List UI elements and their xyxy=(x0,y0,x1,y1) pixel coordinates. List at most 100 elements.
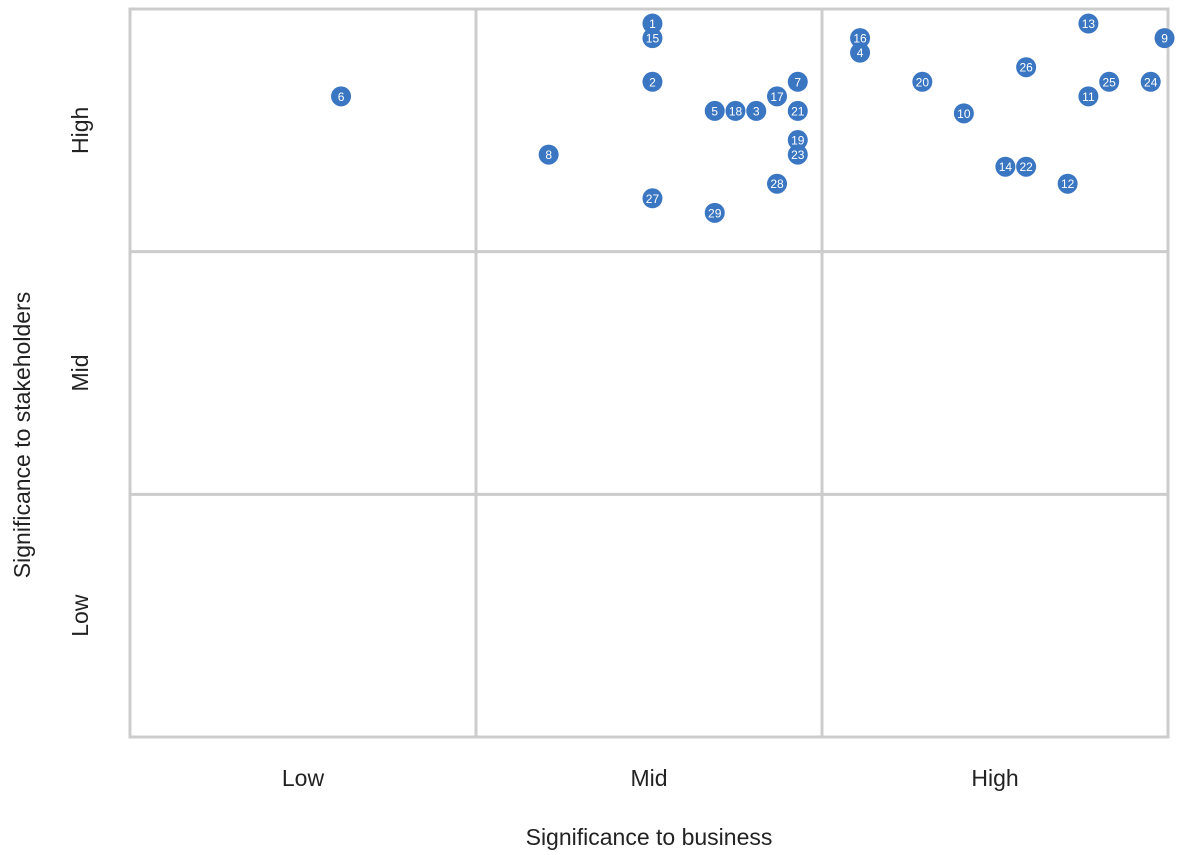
point-marker xyxy=(767,86,788,107)
point-marker xyxy=(642,188,663,209)
y-tick-label: High xyxy=(67,107,93,154)
point-label: 4 xyxy=(857,46,864,60)
data-point: 19 xyxy=(787,130,808,151)
point-label: 10 xyxy=(957,107,971,121)
point-label: 25 xyxy=(1103,75,1117,89)
point-marker xyxy=(642,13,663,34)
plot-frame xyxy=(128,7,1170,739)
point-label: 5 xyxy=(711,104,718,118)
point-marker xyxy=(704,100,725,121)
point-marker xyxy=(331,86,352,107)
point-marker xyxy=(995,156,1016,177)
x-tick-label: High xyxy=(971,765,1018,791)
point-marker xyxy=(1016,156,1037,177)
data-point: 10 xyxy=(953,103,974,124)
data-point: 23 xyxy=(787,144,808,165)
point-label: 14 xyxy=(999,160,1013,174)
point-marker xyxy=(787,144,808,165)
point-marker xyxy=(1099,71,1120,92)
point-marker xyxy=(538,144,559,165)
y-tick-label: Mid xyxy=(67,354,93,391)
data-point: 1 xyxy=(642,13,663,34)
point-label: 11 xyxy=(1082,90,1095,104)
data-point: 9 xyxy=(1154,28,1175,49)
point-marker xyxy=(1140,71,1161,92)
point-label: 24 xyxy=(1144,75,1158,89)
data-point: 27 xyxy=(642,188,663,209)
point-label: 22 xyxy=(1019,160,1033,174)
data-point: 22 xyxy=(1016,156,1037,177)
point-marker xyxy=(642,71,663,92)
point-marker xyxy=(850,42,871,63)
point-label: 19 xyxy=(791,134,805,148)
point-marker xyxy=(1016,57,1037,78)
y-tick-label: Low xyxy=(67,594,93,637)
point-label: 2 xyxy=(649,75,656,89)
y-axis-label: Significance to stakeholders xyxy=(9,292,35,578)
point-label: 13 xyxy=(1082,17,1096,31)
point-marker xyxy=(912,71,933,92)
point-marker xyxy=(642,28,663,49)
data-point: 29 xyxy=(704,202,725,223)
point-label: 27 xyxy=(646,192,660,206)
data-point: 21 xyxy=(787,100,808,121)
point-marker xyxy=(746,100,767,121)
point-label: 26 xyxy=(1019,61,1033,75)
data-point: 6 xyxy=(331,86,352,107)
point-label: 20 xyxy=(916,75,930,89)
data-point: 11 xyxy=(1078,86,1099,107)
point-marker xyxy=(787,130,808,151)
data-point: 15 xyxy=(642,28,663,49)
x-tick-label: Mid xyxy=(630,765,667,791)
x-axis-label: Significance to business xyxy=(526,824,773,850)
point-marker xyxy=(787,100,808,121)
data-point: 17 xyxy=(767,86,788,107)
data-point: 28 xyxy=(767,173,788,194)
data-point: 12 xyxy=(1057,173,1078,194)
data-point: 8 xyxy=(538,144,559,165)
point-marker xyxy=(1078,13,1099,34)
point-label: 9 xyxy=(1161,32,1168,46)
point-label: 3 xyxy=(753,104,760,118)
data-point: 5 xyxy=(704,100,725,121)
point-label: 15 xyxy=(646,32,660,46)
x-tick-label: Low xyxy=(282,765,325,791)
data-point: 24 xyxy=(1140,71,1161,92)
data-point: 20 xyxy=(912,71,933,92)
point-marker xyxy=(725,100,746,121)
point-label: 7 xyxy=(794,75,801,89)
point-label: 6 xyxy=(338,90,345,104)
data-point: 2 xyxy=(642,71,663,92)
point-label: 18 xyxy=(729,104,743,118)
data-point: 13 xyxy=(1078,13,1099,34)
data-point: 26 xyxy=(1016,57,1037,78)
point-label: 12 xyxy=(1061,177,1075,191)
data-point: 7 xyxy=(787,71,808,92)
data-point: 18 xyxy=(725,100,746,121)
point-marker xyxy=(767,173,788,194)
point-label: 8 xyxy=(545,148,552,162)
point-label: 17 xyxy=(770,90,784,104)
point-label: 21 xyxy=(791,104,805,118)
x-tick-labels: Low Mid High xyxy=(282,765,1019,791)
y-tick-labels: Low Mid High xyxy=(67,107,93,637)
point-label: 16 xyxy=(853,32,867,46)
data-point: 25 xyxy=(1099,71,1120,92)
point-marker xyxy=(1154,28,1175,49)
point-label: 23 xyxy=(791,148,805,162)
point-marker xyxy=(787,71,808,92)
point-marker xyxy=(850,28,871,49)
data-point: 3 xyxy=(746,100,767,121)
point-label: 29 xyxy=(708,206,722,220)
data-point: 16 xyxy=(850,28,871,49)
point-marker xyxy=(704,202,725,223)
data-point: 4 xyxy=(850,42,871,63)
point-marker xyxy=(953,103,974,124)
data-point: 14 xyxy=(995,156,1016,177)
point-marker xyxy=(1057,173,1078,194)
grid xyxy=(128,7,1170,739)
point-label: 1 xyxy=(649,17,656,31)
point-marker xyxy=(1078,86,1099,107)
